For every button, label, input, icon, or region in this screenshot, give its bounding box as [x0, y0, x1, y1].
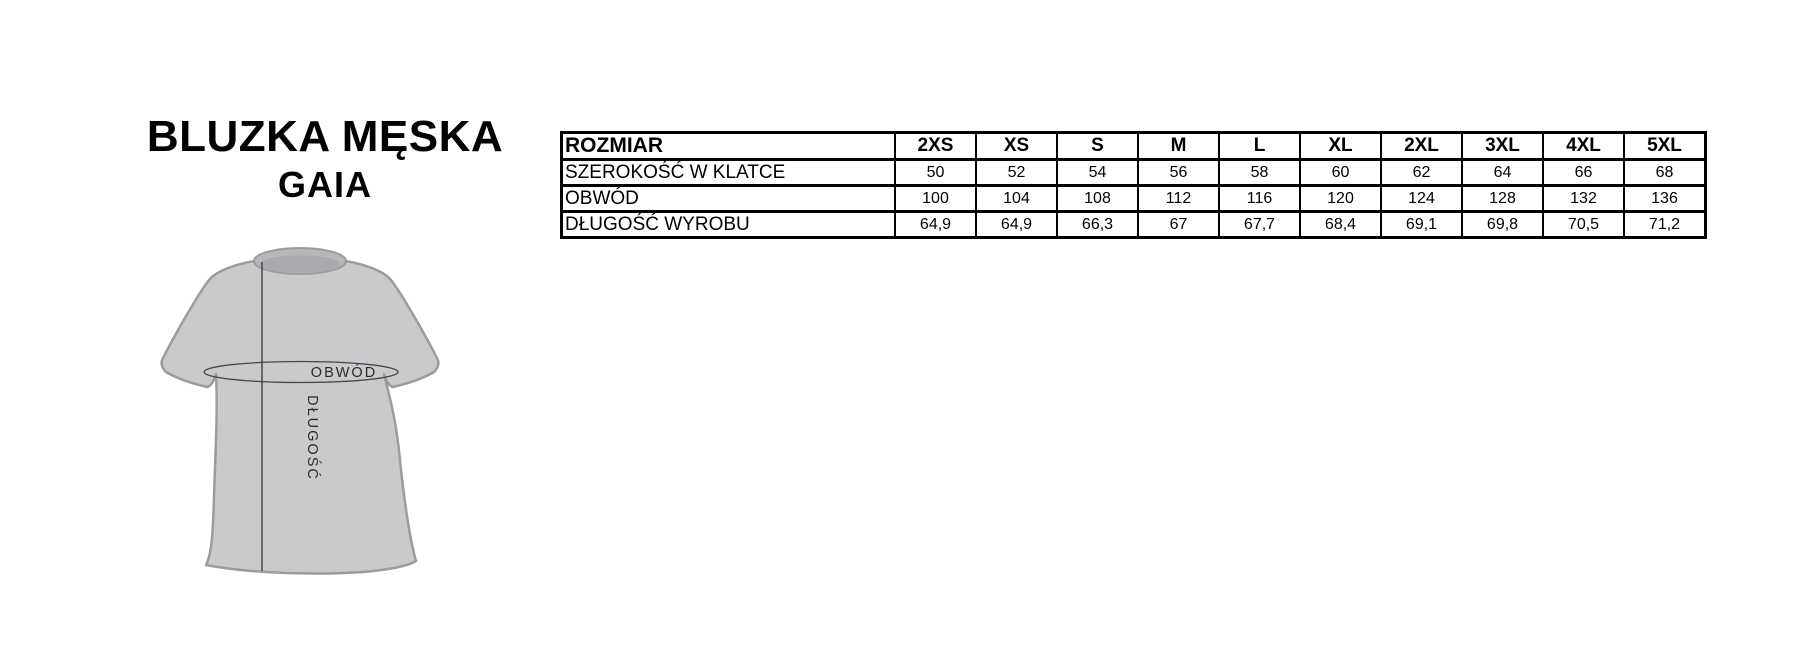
measurement-value-cell: 64 [1461, 158, 1544, 187]
measurement-value-cell: 71,2 [1623, 210, 1707, 239]
circumference-label: OBWÓD [311, 364, 377, 381]
measurement-value-cell: 136 [1623, 184, 1707, 213]
measurement-value-cell: 66 [1542, 158, 1625, 187]
measurement-value-cell: 69,8 [1461, 210, 1544, 239]
size-table-body: SZEROKOŚĆ W KLATCE 50 52 54 56 58 60 62 64 66 68 OB… [560, 158, 1707, 239]
tshirt-collar-inner [260, 255, 340, 273]
size-table-corner-header: ROZMIAR [560, 131, 896, 161]
size-header-cell: XL [1299, 131, 1382, 161]
measurement-value-cell: 60 [1299, 158, 1382, 187]
measurement-value-cell: 68,4 [1299, 210, 1382, 239]
size-header-cell: 4XL [1542, 131, 1625, 161]
size-header-cell: M [1137, 131, 1220, 161]
measurement-row: OBWÓD 100 104 108 112 116 120 124 128 132 136 [560, 184, 1707, 213]
measurement-value-cell: 70,5 [1542, 210, 1625, 239]
measurement-value-cell: 56 [1137, 158, 1220, 187]
measurement-row: DŁUGOŚĆ WYROBU 64,9 64,9 66,3 67 67,7 68,4 69,1… [560, 210, 1707, 239]
measurement-value-cell: 132 [1542, 184, 1625, 213]
measurement-value-cell: 62 [1380, 158, 1463, 187]
measurement-row-label: DŁUGOŚĆ WYROBU [560, 210, 896, 239]
length-label: DŁUGOŚĆ [304, 395, 322, 481]
size-header-cell: 2XS [894, 131, 977, 161]
measurement-value-cell: 112 [1137, 184, 1220, 213]
measurement-value-cell: 64,9 [975, 210, 1058, 239]
measurement-row: SZEROKOŚĆ W KLATCE 50 52 54 56 58 60 62 64 66 68 [560, 158, 1707, 187]
size-header-cell: XS [975, 131, 1058, 161]
product-title: BLUZKA MĘSKA GAIA [125, 112, 525, 208]
measurement-value-cell: 124 [1380, 184, 1463, 213]
measurement-value-cell: 108 [1056, 184, 1139, 213]
size-table: ROZMIAR 2XS XS S M L XL 2XL 3XL 4XL 5XL SZEROKOŚĆ… [560, 131, 1707, 239]
measurement-value-cell: 69,1 [1380, 210, 1463, 239]
measurement-row-label: SZEROKOŚĆ W KLATCE [560, 158, 896, 187]
circumference-measure-ellipse [203, 360, 399, 384]
tshirt-measurement-diagram: OBWÓD DŁUGOŚĆ [160, 247, 440, 575]
tshirt-body-shape [160, 259, 440, 575]
size-header-cell: 2XL [1380, 131, 1463, 161]
product-title-line2: GAIA [278, 164, 372, 205]
measurement-value-cell: 68 [1623, 158, 1707, 187]
measurement-value-cell: 67,7 [1218, 210, 1301, 239]
size-header-cell: 5XL [1623, 131, 1707, 161]
measurement-value-cell: 104 [975, 184, 1058, 213]
measurement-value-cell: 67 [1137, 210, 1220, 239]
size-header-cell: L [1218, 131, 1301, 161]
measurement-value-cell: 116 [1218, 184, 1301, 213]
measurement-value-cell: 50 [894, 158, 977, 187]
measurement-value-cell: 66,3 [1056, 210, 1139, 239]
measurement-value-cell: 100 [894, 184, 977, 213]
measurement-row-label: OBWÓD [560, 184, 896, 213]
measurement-value-cell: 52 [975, 158, 1058, 187]
measurement-value-cell: 64,9 [894, 210, 977, 239]
measurement-value-cell: 120 [1299, 184, 1382, 213]
measurement-value-cell: 58 [1218, 158, 1301, 187]
size-header-cell: S [1056, 131, 1139, 161]
measurement-value-cell: 54 [1056, 158, 1139, 187]
measurement-value-cell: 128 [1461, 184, 1544, 213]
size-header-cell: 3XL [1461, 131, 1544, 161]
size-header-row: ROZMIAR 2XS XS S M L XL 2XL 3XL 4XL 5XL [560, 131, 1707, 161]
product-title-line1: BLUZKA MĘSKA [146, 112, 504, 161]
